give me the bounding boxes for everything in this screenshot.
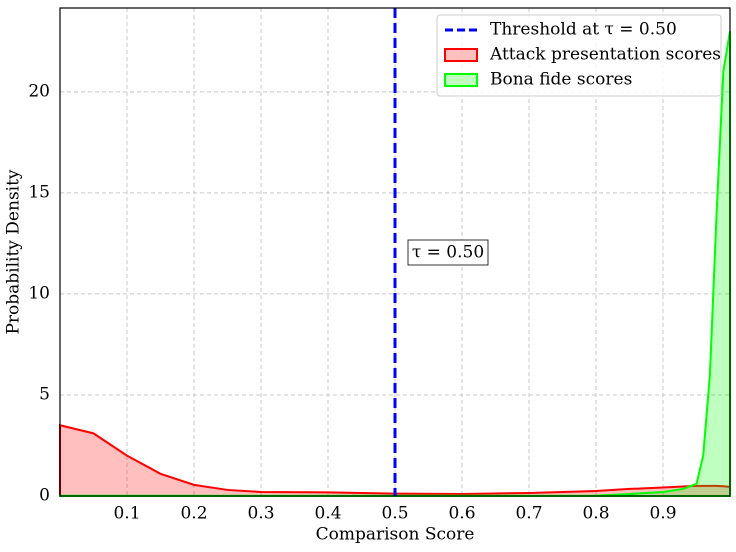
density-area xyxy=(59,424,731,497)
y-tick-label: 15 xyxy=(28,182,50,202)
y-tick-label: 20 xyxy=(28,81,50,101)
plot-frame xyxy=(59,7,731,497)
legend-swatch xyxy=(444,73,478,87)
y-tick-label: 0 xyxy=(39,486,50,506)
x-tick-label: 0.6 xyxy=(448,504,475,524)
x-tick-label: 0.8 xyxy=(582,504,609,524)
x-tick-label: 0.3 xyxy=(247,504,274,524)
x-tick-label: 0.4 xyxy=(314,504,341,524)
legend-label: Bona fide scores xyxy=(490,70,632,90)
x-tick-label: 0.5 xyxy=(381,504,408,524)
legend-box xyxy=(436,14,722,97)
annotation-box xyxy=(407,239,489,266)
x-tick-label: 0.2 xyxy=(180,504,207,524)
y-tick-label: 5 xyxy=(39,384,50,404)
y-tick-label: 10 xyxy=(28,283,50,303)
x-tick-label: 0.1 xyxy=(113,504,140,524)
x-tick-label: 0.9 xyxy=(649,504,676,524)
x-axis-label: Comparison Score xyxy=(316,525,475,545)
y-axis-label: Probability Density xyxy=(4,169,24,334)
annotation: τ = 0.50 xyxy=(412,243,484,263)
legend-label: Attack presentation scores xyxy=(489,45,721,65)
legend-label: Threshold at τ = 0.50 xyxy=(490,20,677,40)
x-tick-label: 0.7 xyxy=(515,504,542,524)
legend-swatch xyxy=(444,48,478,62)
